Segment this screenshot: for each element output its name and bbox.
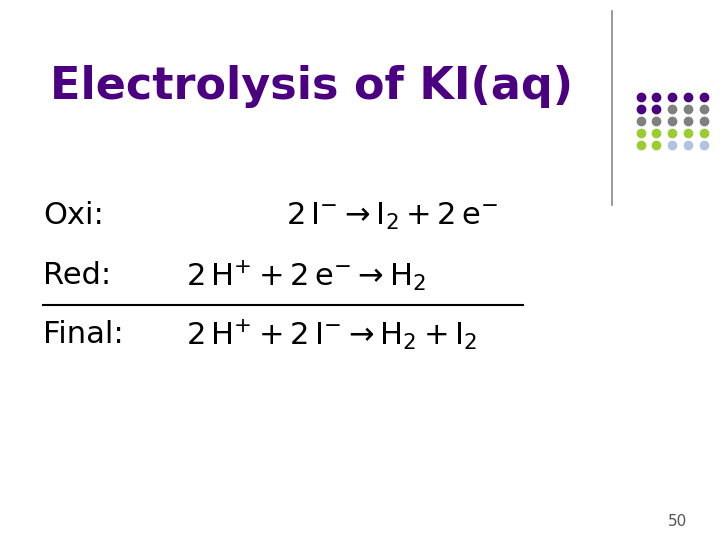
Text: Red:: Red: bbox=[43, 261, 111, 290]
Text: $2\,\mathrm{I}^{-} \rightarrow \mathrm{I}_{2} + 2\,\mathrm{e}^{-}$: $2\,\mathrm{I}^{-} \rightarrow \mathrm{I… bbox=[287, 200, 498, 232]
Text: $2\,\mathrm{H}^{+} + 2\,\mathrm{I}^{-} \rightarrow \mathrm{H}_{2} + \mathrm{I}_{: $2\,\mathrm{H}^{+} + 2\,\mathrm{I}^{-} \… bbox=[186, 318, 477, 352]
Text: Final:: Final: bbox=[43, 320, 124, 349]
Text: Electrolysis of KI(aq): Electrolysis of KI(aq) bbox=[50, 65, 573, 108]
Text: 50: 50 bbox=[668, 514, 687, 529]
Text: Oxi:: Oxi: bbox=[43, 201, 104, 231]
Text: $2\,\mathrm{H}^{+} + 2\,\mathrm{e}^{-} \rightarrow \mathrm{H}_{2}$: $2\,\mathrm{H}^{+} + 2\,\mathrm{e}^{-} \… bbox=[186, 258, 426, 293]
